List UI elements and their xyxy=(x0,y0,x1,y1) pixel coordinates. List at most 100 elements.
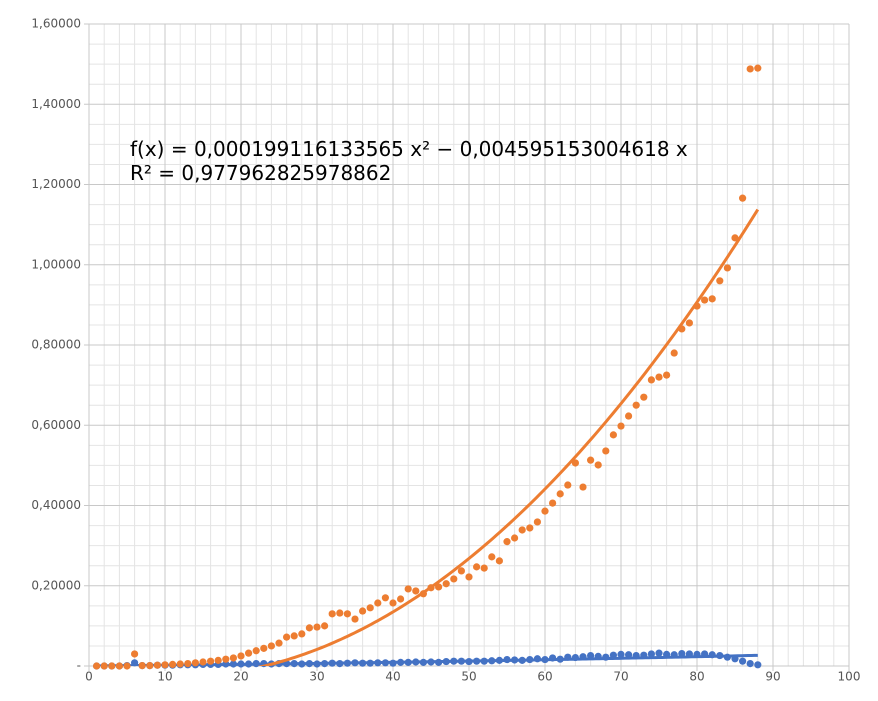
point xyxy=(701,296,709,304)
x-tick-label: 100 xyxy=(838,670,861,684)
point xyxy=(754,661,762,669)
point xyxy=(495,656,503,664)
point xyxy=(587,456,595,464)
point xyxy=(602,653,610,661)
point xyxy=(237,660,245,668)
point xyxy=(754,64,762,72)
point xyxy=(131,650,139,658)
point xyxy=(693,302,701,310)
point xyxy=(503,655,511,664)
marks xyxy=(93,64,762,670)
y-tick-label: 1,60000 xyxy=(31,17,81,31)
point xyxy=(100,662,108,670)
point xyxy=(328,659,336,667)
point xyxy=(533,655,542,663)
point xyxy=(153,661,161,669)
point xyxy=(480,564,488,572)
point xyxy=(146,661,154,670)
trendline-r2: R² = 0,977962825978862 xyxy=(130,161,391,185)
point xyxy=(260,659,268,668)
point xyxy=(343,610,351,618)
point xyxy=(503,538,511,546)
y-tick-label: 1,20000 xyxy=(31,177,81,191)
point xyxy=(351,659,359,667)
point xyxy=(321,622,329,630)
point xyxy=(283,633,291,641)
point xyxy=(290,632,298,640)
point xyxy=(746,659,754,668)
point xyxy=(465,657,473,666)
point xyxy=(435,658,443,666)
point xyxy=(716,277,724,285)
point xyxy=(237,652,245,660)
x-tick-label: 70 xyxy=(613,670,628,684)
point xyxy=(549,499,557,507)
point xyxy=(115,662,123,670)
x-tick-label: 10 xyxy=(157,670,172,684)
point xyxy=(169,660,177,668)
point xyxy=(685,650,694,658)
x-tick-label: 0 xyxy=(85,670,93,684)
point xyxy=(321,659,329,668)
point xyxy=(617,422,625,430)
point xyxy=(701,650,709,658)
point xyxy=(359,607,367,615)
point xyxy=(731,655,739,663)
point xyxy=(556,490,564,498)
point xyxy=(708,295,716,303)
point xyxy=(625,651,633,659)
trendline xyxy=(257,208,760,666)
point xyxy=(465,573,473,581)
point xyxy=(359,659,367,667)
y-tick-label: 0,60000 xyxy=(31,418,81,432)
point xyxy=(564,653,572,661)
point xyxy=(351,615,359,623)
point xyxy=(93,662,101,670)
point xyxy=(617,650,625,658)
point xyxy=(229,654,237,662)
point xyxy=(366,604,374,612)
point xyxy=(549,654,557,662)
point xyxy=(222,655,230,663)
point xyxy=(214,656,222,664)
point xyxy=(457,657,465,665)
point xyxy=(587,651,595,660)
point xyxy=(526,655,534,664)
point xyxy=(678,649,686,658)
point xyxy=(450,657,458,665)
point xyxy=(389,659,397,667)
point xyxy=(191,659,199,667)
point xyxy=(245,660,253,668)
point xyxy=(404,658,412,666)
point xyxy=(579,483,587,491)
point xyxy=(739,194,747,202)
point xyxy=(397,658,405,666)
point xyxy=(366,659,374,667)
point xyxy=(381,659,389,667)
point xyxy=(397,595,405,603)
point xyxy=(526,524,534,532)
point xyxy=(594,652,602,660)
point xyxy=(663,650,671,658)
point xyxy=(245,649,253,657)
point xyxy=(427,658,435,666)
point xyxy=(480,657,488,665)
point xyxy=(556,655,564,663)
point xyxy=(632,651,640,660)
point xyxy=(252,647,260,655)
point xyxy=(647,650,656,658)
point xyxy=(457,567,465,575)
point xyxy=(495,557,503,565)
point xyxy=(473,657,481,665)
point xyxy=(381,594,389,602)
x-tick-label: 30 xyxy=(309,670,324,684)
point xyxy=(685,319,694,327)
x-tick-label: 50 xyxy=(461,670,476,684)
point xyxy=(161,661,169,669)
point xyxy=(640,393,648,401)
point xyxy=(609,431,618,439)
y-tick-label: 1,00000 xyxy=(31,257,81,271)
point xyxy=(427,584,435,592)
point xyxy=(412,587,420,595)
x-tick-label: 90 xyxy=(765,670,780,684)
